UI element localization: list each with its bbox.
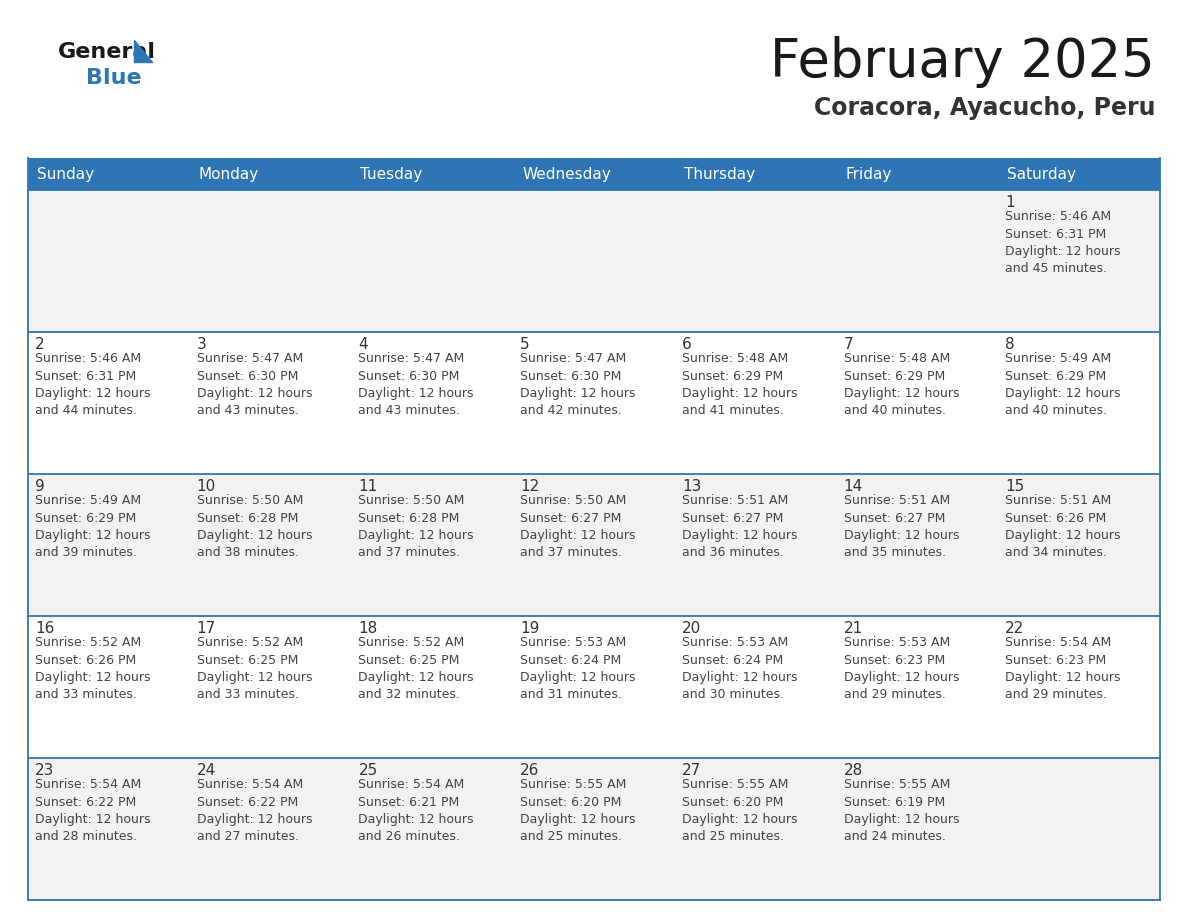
Bar [513,158,675,190]
Text: Sunrise: 5:50 AM
Sunset: 6:28 PM
Daylight: 12 hours
and 38 minutes.: Sunrise: 5:50 AM Sunset: 6:28 PM Dayligh… [197,494,312,559]
Text: Sunrise: 5:47 AM
Sunset: 6:30 PM
Daylight: 12 hours
and 43 minutes.: Sunrise: 5:47 AM Sunset: 6:30 PM Dayligh… [197,352,312,418]
Text: 12: 12 [520,479,539,494]
Text: Thursday: Thursday [684,166,756,182]
Text: Blue: Blue [86,68,141,88]
Text: Monday: Monday [198,166,259,182]
Text: Sunrise: 5:53 AM
Sunset: 6:23 PM
Daylight: 12 hours
and 29 minutes.: Sunrise: 5:53 AM Sunset: 6:23 PM Dayligh… [843,636,959,701]
Text: 24: 24 [197,763,216,778]
Text: Sunrise: 5:53 AM
Sunset: 6:24 PM
Daylight: 12 hours
and 31 minutes.: Sunrise: 5:53 AM Sunset: 6:24 PM Dayligh… [520,636,636,701]
Text: 21: 21 [843,621,862,636]
Text: Sunrise: 5:51 AM
Sunset: 6:27 PM
Daylight: 12 hours
and 36 minutes.: Sunrise: 5:51 AM Sunset: 6:27 PM Dayligh… [682,494,797,559]
Text: General: General [58,42,156,62]
Bar [998,158,1159,190]
Text: Sunrise: 5:55 AM
Sunset: 6:20 PM
Daylight: 12 hours
and 25 minutes.: Sunrise: 5:55 AM Sunset: 6:20 PM Dayligh… [682,778,797,844]
Text: 28: 28 [843,763,862,778]
Text: 22: 22 [1005,621,1024,636]
Text: 19: 19 [520,621,539,636]
Text: Sunrise: 5:50 AM
Sunset: 6:27 PM
Daylight: 12 hours
and 37 minutes.: Sunrise: 5:50 AM Sunset: 6:27 PM Dayligh… [520,494,636,559]
Text: Sunrise: 5:55 AM
Sunset: 6:20 PM
Daylight: 12 hours
and 25 minutes.: Sunrise: 5:55 AM Sunset: 6:20 PM Dayligh… [520,778,636,844]
Text: 6: 6 [682,337,691,352]
Bar [836,158,998,190]
Text: 15: 15 [1005,479,1024,494]
Text: Sunrise: 5:54 AM
Sunset: 6:22 PM
Daylight: 12 hours
and 27 minutes.: Sunrise: 5:54 AM Sunset: 6:22 PM Dayligh… [197,778,312,844]
Text: February 2025: February 2025 [770,36,1155,88]
Text: 27: 27 [682,763,701,778]
Text: 20: 20 [682,621,701,636]
Text: Saturday: Saturday [1007,166,1076,182]
Bar [190,158,352,190]
Text: Sunrise: 5:55 AM
Sunset: 6:19 PM
Daylight: 12 hours
and 24 minutes.: Sunrise: 5:55 AM Sunset: 6:19 PM Dayligh… [843,778,959,844]
Text: 23: 23 [34,763,55,778]
Text: Sunrise: 5:46 AM
Sunset: 6:31 PM
Daylight: 12 hours
and 44 minutes.: Sunrise: 5:46 AM Sunset: 6:31 PM Dayligh… [34,352,151,418]
Text: 26: 26 [520,763,539,778]
Text: Sunday: Sunday [37,166,94,182]
Text: 14: 14 [843,479,862,494]
Text: Sunrise: 5:48 AM
Sunset: 6:29 PM
Daylight: 12 hours
and 40 minutes.: Sunrise: 5:48 AM Sunset: 6:29 PM Dayligh… [843,352,959,418]
Text: Sunrise: 5:49 AM
Sunset: 6:29 PM
Daylight: 12 hours
and 39 minutes.: Sunrise: 5:49 AM Sunset: 6:29 PM Dayligh… [34,494,151,559]
Text: Sunrise: 5:54 AM
Sunset: 6:21 PM
Daylight: 12 hours
and 26 minutes.: Sunrise: 5:54 AM Sunset: 6:21 PM Dayligh… [359,778,474,844]
Text: Sunrise: 5:54 AM
Sunset: 6:23 PM
Daylight: 12 hours
and 29 minutes.: Sunrise: 5:54 AM Sunset: 6:23 PM Dayligh… [1005,636,1120,701]
Text: Wednesday: Wednesday [523,166,611,182]
Text: 3: 3 [197,337,207,352]
Bar [29,332,1159,474]
Text: Sunrise: 5:51 AM
Sunset: 6:27 PM
Daylight: 12 hours
and 35 minutes.: Sunrise: 5:51 AM Sunset: 6:27 PM Dayligh… [843,494,959,559]
Text: 9: 9 [34,479,45,494]
Text: 11: 11 [359,479,378,494]
Bar [675,158,836,190]
Text: 4: 4 [359,337,368,352]
Text: Sunrise: 5:54 AM
Sunset: 6:22 PM
Daylight: 12 hours
and 28 minutes.: Sunrise: 5:54 AM Sunset: 6:22 PM Dayligh… [34,778,151,844]
Bar [29,190,1159,332]
Text: Sunrise: 5:52 AM
Sunset: 6:25 PM
Daylight: 12 hours
and 33 minutes.: Sunrise: 5:52 AM Sunset: 6:25 PM Dayligh… [197,636,312,701]
Polygon shape [134,40,152,62]
Text: Sunrise: 5:47 AM
Sunset: 6:30 PM
Daylight: 12 hours
and 43 minutes.: Sunrise: 5:47 AM Sunset: 6:30 PM Dayligh… [359,352,474,418]
Text: 5: 5 [520,337,530,352]
Text: 2: 2 [34,337,45,352]
Bar [29,474,1159,616]
Text: Sunrise: 5:48 AM
Sunset: 6:29 PM
Daylight: 12 hours
and 41 minutes.: Sunrise: 5:48 AM Sunset: 6:29 PM Dayligh… [682,352,797,418]
Text: Friday: Friday [846,166,892,182]
Bar [29,616,1159,758]
Text: Coracora, Ayacucho, Peru: Coracora, Ayacucho, Peru [814,96,1155,120]
Bar [29,158,190,190]
Text: 25: 25 [359,763,378,778]
Text: Sunrise: 5:49 AM
Sunset: 6:29 PM
Daylight: 12 hours
and 40 minutes.: Sunrise: 5:49 AM Sunset: 6:29 PM Dayligh… [1005,352,1120,418]
Text: Sunrise: 5:47 AM
Sunset: 6:30 PM
Daylight: 12 hours
and 42 minutes.: Sunrise: 5:47 AM Sunset: 6:30 PM Dayligh… [520,352,636,418]
Text: 13: 13 [682,479,701,494]
Text: Sunrise: 5:53 AM
Sunset: 6:24 PM
Daylight: 12 hours
and 30 minutes.: Sunrise: 5:53 AM Sunset: 6:24 PM Dayligh… [682,636,797,701]
Text: 8: 8 [1005,337,1015,352]
Text: Sunrise: 5:46 AM
Sunset: 6:31 PM
Daylight: 12 hours
and 45 minutes.: Sunrise: 5:46 AM Sunset: 6:31 PM Dayligh… [1005,210,1120,275]
Text: Sunrise: 5:50 AM
Sunset: 6:28 PM
Daylight: 12 hours
and 37 minutes.: Sunrise: 5:50 AM Sunset: 6:28 PM Dayligh… [359,494,474,559]
Text: 1: 1 [1005,195,1015,210]
Text: Tuesday: Tuesday [360,166,423,182]
Text: Sunrise: 5:52 AM
Sunset: 6:26 PM
Daylight: 12 hours
and 33 minutes.: Sunrise: 5:52 AM Sunset: 6:26 PM Dayligh… [34,636,151,701]
Text: 16: 16 [34,621,55,636]
Text: 18: 18 [359,621,378,636]
Text: Sunrise: 5:51 AM
Sunset: 6:26 PM
Daylight: 12 hours
and 34 minutes.: Sunrise: 5:51 AM Sunset: 6:26 PM Dayligh… [1005,494,1120,559]
Text: Sunrise: 5:52 AM
Sunset: 6:25 PM
Daylight: 12 hours
and 32 minutes.: Sunrise: 5:52 AM Sunset: 6:25 PM Dayligh… [359,636,474,701]
Bar [352,158,513,190]
Text: 7: 7 [843,337,853,352]
Bar [29,758,1159,900]
Text: 17: 17 [197,621,216,636]
Text: 10: 10 [197,479,216,494]
